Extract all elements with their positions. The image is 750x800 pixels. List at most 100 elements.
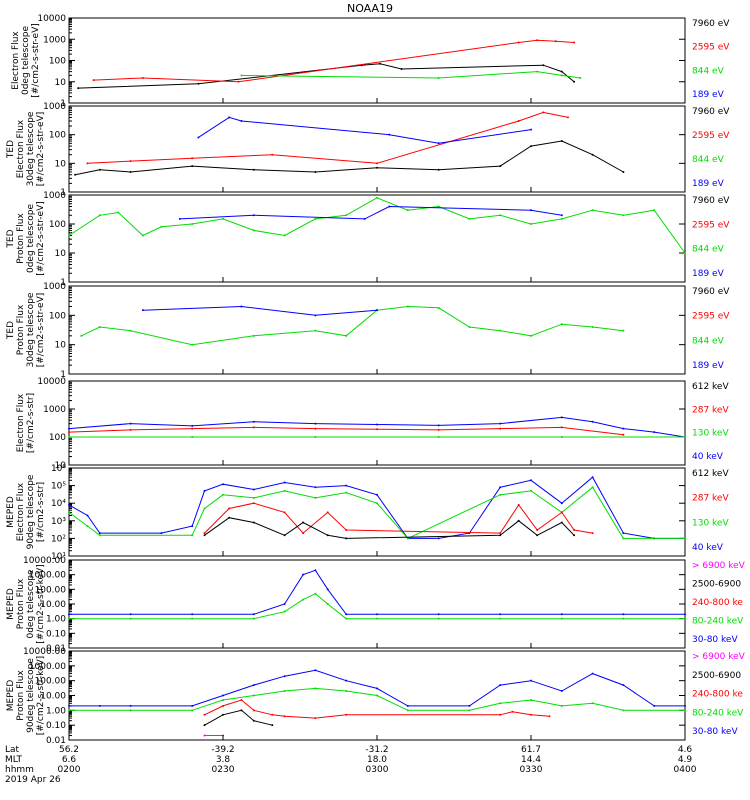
y-tick-label: 1.00 xyxy=(46,615,66,625)
channel-label: 7960 eV xyxy=(692,287,730,297)
data-point xyxy=(283,511,286,514)
y-tick-label: 100.00 xyxy=(35,677,67,687)
series-line xyxy=(69,687,685,711)
channel-label: 40 keV xyxy=(692,452,724,462)
y-axis-label-line: Proton Flux xyxy=(16,670,26,721)
y-tick-label: 1 xyxy=(60,370,66,380)
data-point xyxy=(345,214,348,217)
data-point xyxy=(68,431,70,434)
data-point xyxy=(326,588,329,591)
x-tick-lat: -39.2 xyxy=(211,745,234,755)
data-point xyxy=(68,436,70,438)
y-tick-label: 10 xyxy=(55,461,67,471)
y-tick-label: 100 xyxy=(49,433,66,443)
series-line xyxy=(68,476,685,539)
data-point xyxy=(129,329,132,332)
y-tick-label: 0.01 xyxy=(46,644,66,654)
data-point xyxy=(468,709,471,712)
data-point xyxy=(437,77,440,80)
data-point xyxy=(684,613,686,616)
data-point xyxy=(314,314,317,317)
data-point xyxy=(314,717,317,720)
data-point xyxy=(314,422,317,425)
data-point xyxy=(86,162,89,165)
x-row-label: Lat xyxy=(5,745,20,755)
data-point xyxy=(622,214,625,217)
data-point xyxy=(530,209,532,212)
y-axis-label: TEDElectron Flux30deg telescope[#/cm2-s-… xyxy=(6,111,46,186)
data-point xyxy=(536,70,539,73)
y-axis-label-line: [#/cm2-s-str-eV] xyxy=(36,112,46,187)
data-point xyxy=(314,436,317,438)
series-line xyxy=(68,426,624,436)
data-point xyxy=(191,534,194,537)
y-tick-label: 10 xyxy=(55,249,67,259)
data-point xyxy=(530,679,532,682)
data-point xyxy=(573,529,576,532)
data-point xyxy=(98,534,101,537)
data-point xyxy=(283,675,286,678)
data-point xyxy=(191,223,194,225)
data-point xyxy=(98,214,101,217)
data-point xyxy=(191,157,194,160)
data-point xyxy=(178,217,181,220)
x-tick-mlt: 3.8 xyxy=(216,755,231,765)
channel-label: 30-80 keV xyxy=(692,635,738,645)
data-point xyxy=(376,687,378,690)
data-point xyxy=(653,431,656,434)
channel-label: 287 keV xyxy=(692,405,729,415)
data-point xyxy=(203,724,206,727)
y-tick-label: 1000 xyxy=(43,405,66,415)
data-point xyxy=(283,234,286,237)
data-point xyxy=(653,209,656,212)
y-tick-label: 100 xyxy=(49,57,66,67)
y-axis-label: MEPEDProton Flux90deg telescope[#/cm2-s-… xyxy=(6,656,46,735)
y-axis-label-line: Electron Flux xyxy=(16,482,26,541)
data-point xyxy=(314,569,317,572)
data-point xyxy=(203,532,206,535)
data-point xyxy=(591,326,594,329)
y-axis-label-line: [#/cm2-s-str-eV] xyxy=(36,201,46,276)
data-point xyxy=(542,64,545,67)
data-point xyxy=(240,119,243,122)
data-point xyxy=(80,334,83,337)
data-point xyxy=(203,507,206,510)
x-tick-hhmm: 0200 xyxy=(58,765,81,775)
data-point xyxy=(499,329,502,332)
data-point xyxy=(573,534,576,537)
data-point xyxy=(86,525,89,528)
data-point xyxy=(141,77,144,80)
y-axis-label-line: [#/cm2-s-str-keV] xyxy=(36,656,46,735)
data-point xyxy=(437,306,440,309)
y-axis-label-line: Electron Flux xyxy=(11,31,21,90)
channel-label: 287 keV xyxy=(692,494,729,504)
data-point xyxy=(271,724,274,727)
data-point xyxy=(622,709,625,712)
data-point xyxy=(326,534,329,537)
series-line xyxy=(87,111,569,164)
data-point xyxy=(388,205,391,208)
data-point xyxy=(376,423,378,426)
x-tick-mlt: 18.0 xyxy=(367,755,387,765)
data-point xyxy=(92,79,95,82)
y-tick-label: 10 xyxy=(55,78,67,88)
channel-label: 40 keV xyxy=(692,543,724,553)
panel-7: 0.010.101.0010.00100.001000.0010000.00ME… xyxy=(6,556,746,654)
data-point xyxy=(591,672,594,675)
channel-label: 7960 eV xyxy=(692,19,730,29)
data-point xyxy=(684,617,686,620)
series-line xyxy=(81,305,624,346)
data-point xyxy=(437,428,440,431)
y-axis-label-line: [#/cm2-s-str-eV] xyxy=(31,23,41,98)
series-line xyxy=(78,63,575,89)
data-point xyxy=(560,416,563,419)
series-line xyxy=(204,502,593,534)
data-point xyxy=(228,507,231,510)
data-point xyxy=(530,698,532,701)
data-point xyxy=(468,217,471,220)
data-point xyxy=(530,479,532,482)
data-point xyxy=(517,519,520,522)
y-tick-label: 10⁶ xyxy=(51,464,66,474)
